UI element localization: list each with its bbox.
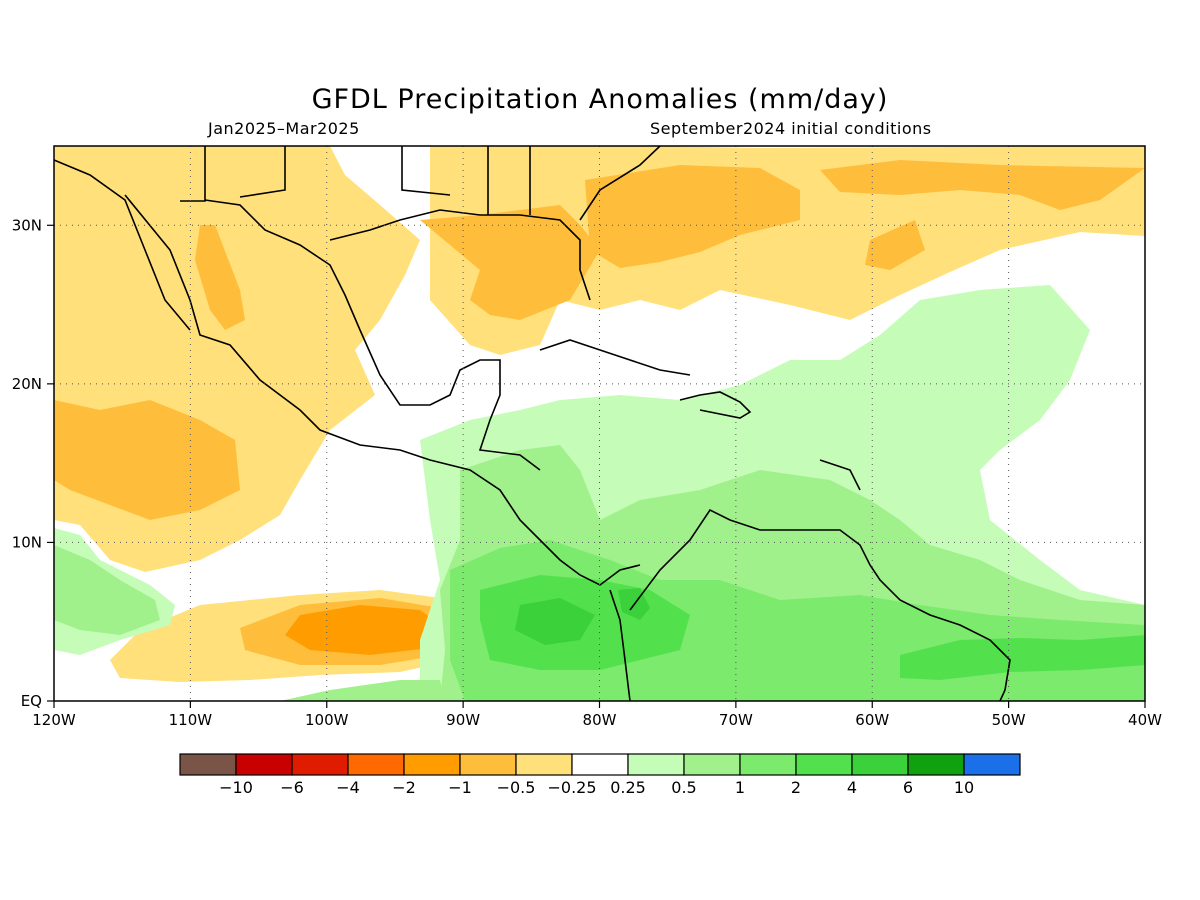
coastlines xyxy=(54,146,1011,701)
x-tick-label: 50W xyxy=(992,711,1026,729)
colorbar-label: 2 xyxy=(791,778,801,797)
colorbar-swatch xyxy=(739,753,797,776)
colorbar-swatch xyxy=(571,753,629,776)
dry-core-mexico xyxy=(54,400,240,520)
dry-region-nw xyxy=(54,146,420,572)
y-tick-label: 30N xyxy=(12,216,42,234)
y-tick-label: 20N xyxy=(12,375,42,393)
x-tick-label: 90W xyxy=(446,711,480,729)
colorbar-label: −0.5 xyxy=(497,778,536,797)
colorbar-label: 0.25 xyxy=(610,778,646,797)
map-axes: 120W 110W 100W 90W 80W 70W 60W 50W 40W EQ 10N 20N 30… xyxy=(12,216,1162,729)
x-tick-label: 70W xyxy=(719,711,753,729)
colorbar-label: 0.5 xyxy=(671,778,696,797)
colorbar-label: −10 xyxy=(219,778,253,797)
map-title: GFDL Precipitation Anomalies (mm/day) xyxy=(311,84,889,115)
colorbar-swatch xyxy=(627,753,685,776)
colorbar: −10 −6 −4 −2 −1 −0.5 −0.25 0.25 0.5 1 2 4 6 10 xyxy=(179,753,1021,797)
colorbar-swatch xyxy=(795,753,853,776)
wet-light-pacific xyxy=(54,545,160,635)
x-tick-label: 60W xyxy=(855,711,889,729)
wet-strong-2 xyxy=(515,598,595,645)
y-tick-label: 10N xyxy=(12,533,42,551)
colorbar-label: 1 xyxy=(735,778,745,797)
colorbar-label: −1 xyxy=(448,778,472,797)
colorbar-label: 6 xyxy=(903,778,913,797)
colorbar-label: 4 xyxy=(847,778,857,797)
colorbar-swatch xyxy=(683,753,741,776)
x-tick-label: 120W xyxy=(32,711,76,729)
colorbar-label: 10 xyxy=(954,778,974,797)
gridlines xyxy=(54,146,1145,701)
y-tick-label: EQ xyxy=(21,692,42,710)
x-tick-label: 80W xyxy=(583,711,617,729)
anomaly-field xyxy=(54,146,1145,701)
dry-core-atlantic xyxy=(585,165,800,268)
dry-core-gulf xyxy=(420,205,600,320)
colorbar-swatch xyxy=(459,753,517,776)
colorbar-swatch xyxy=(291,753,349,776)
colorbar-swatch xyxy=(347,753,405,776)
dry-core-ne xyxy=(865,220,925,270)
colorbar-swatch xyxy=(851,753,909,776)
colorbar-swatch xyxy=(907,753,965,776)
x-tick-label: 110W xyxy=(169,711,213,729)
dry-core-atl-east xyxy=(820,160,1145,210)
colorbar-swatch xyxy=(235,753,293,776)
period-label: Jan2025–Mar2025 xyxy=(208,119,360,138)
colorbar-label: −4 xyxy=(336,778,360,797)
colorbar-swatch xyxy=(403,753,461,776)
colorbar-label: −6 xyxy=(280,778,304,797)
dry-max-pacific xyxy=(285,605,445,655)
init-conditions-label: September2024 initial conditions xyxy=(650,119,932,138)
colorbar-label: −2 xyxy=(392,778,416,797)
dry-core-west xyxy=(195,225,245,330)
colorbar-swatch xyxy=(515,753,573,776)
wet-light-south xyxy=(280,680,445,701)
colorbar-swatch xyxy=(963,753,1021,776)
wet-strong-east xyxy=(900,635,1145,680)
x-tick-label: 100W xyxy=(305,711,349,729)
colorbar-swatch xyxy=(179,753,237,776)
colorbar-label: −0.25 xyxy=(547,778,596,797)
x-tick-label: 40W xyxy=(1128,711,1162,729)
